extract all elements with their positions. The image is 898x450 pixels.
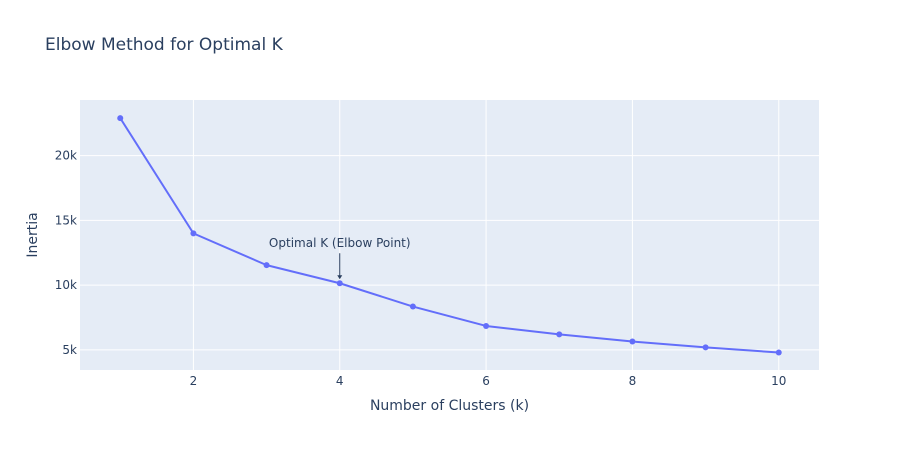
data-point[interactable] — [336, 280, 343, 287]
x-axis-title: Number of Clusters (k) — [370, 398, 529, 414]
data-point[interactable] — [263, 262, 270, 269]
annotation-arrow-head — [337, 275, 343, 280]
data-point[interactable] — [409, 303, 416, 310]
data-point[interactable] — [117, 115, 124, 122]
data-point[interactable] — [702, 344, 709, 351]
data-point[interactable] — [775, 349, 782, 356]
y-tick-label: 5k — [62, 343, 77, 357]
data-point[interactable] — [556, 331, 563, 338]
x-tick-label: 4 — [336, 374, 344, 388]
data-point[interactable] — [629, 338, 636, 345]
y-axis-title: Inertia — [25, 212, 41, 257]
plot-area — [80, 100, 819, 370]
grid-lines — [80, 100, 819, 370]
x-tick-label: 6 — [482, 374, 490, 388]
x-tick-label: 2 — [190, 374, 198, 388]
y-tick-label: 10k — [55, 278, 77, 292]
x-tick-label: 10 — [771, 374, 786, 388]
series-layer — [117, 115, 782, 356]
annotation-label: Optimal K (Elbow Point) — [269, 236, 411, 250]
chart-title: Elbow Method for Optimal K — [45, 35, 284, 55]
y-tick-label: 15k — [55, 213, 77, 227]
y-tick-label: 20k — [55, 149, 77, 163]
series-line — [119, 117, 779, 354]
x-tick-label: 8 — [629, 374, 637, 388]
data-point[interactable] — [483, 322, 490, 329]
tick-labels: 2 4 6 8 10 5k 10k 15k 20k — [55, 149, 787, 388]
annotation-layer: Optimal K (Elbow Point) — [269, 236, 411, 280]
data-point[interactable] — [190, 230, 197, 237]
